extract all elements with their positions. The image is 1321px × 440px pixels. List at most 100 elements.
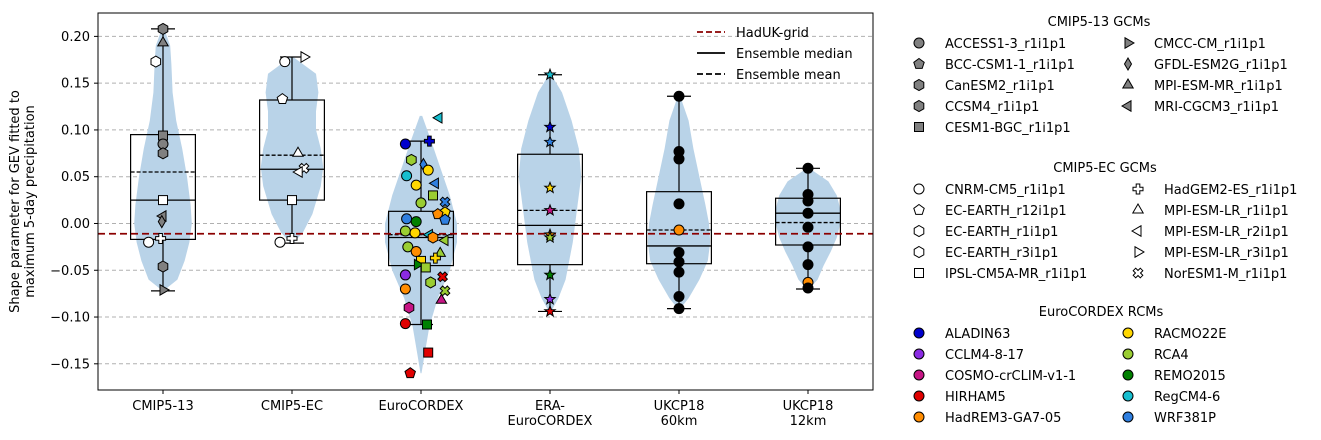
data-point [802, 282, 814, 294]
legend-item-label: ALADIN63 [945, 327, 1010, 342]
data-point [403, 301, 415, 314]
data-point [802, 221, 814, 233]
violin-era-eurocordex [518, 74, 582, 312]
violins [134, 28, 841, 374]
y-tick-label: 0.00 [61, 217, 90, 232]
legend-item-label: MPI-ESM-LR_r3i1p1 [1164, 246, 1289, 261]
data-point [399, 318, 411, 330]
legend-group-title: EuroCORDEX RCMs [1039, 305, 1164, 320]
legend-marker [913, 390, 925, 402]
data-point [410, 246, 422, 258]
legend-item-label: RCA4 [1154, 348, 1189, 363]
legend-item-label: EC-EARTH_r1i1p1 [945, 225, 1058, 240]
data-point [292, 165, 303, 179]
plot-frame [97, 12, 874, 391]
data-point [287, 195, 297, 206]
x-tick-label: UKCP18 [783, 399, 834, 414]
data-point [543, 67, 557, 81]
data-point [428, 190, 438, 201]
data-point [435, 293, 448, 304]
legend-marker [914, 122, 924, 132]
legend-marker [913, 37, 925, 49]
data-point [543, 203, 557, 216]
data-point [425, 276, 436, 289]
legend-marker [913, 348, 925, 360]
legend-item-label: ACCESS1-3_r1i1p1 [945, 37, 1066, 52]
legend-item-label: CMCC-CM_r1i1p1 [1154, 37, 1266, 52]
x-tick-label: EuroCORDEX [379, 399, 464, 414]
legend-marker [1134, 245, 1145, 259]
legend-marker [913, 78, 925, 92]
legend-line-label: HadUK-grid [736, 26, 809, 41]
y-tick-label: 0.15 [61, 77, 90, 92]
data-point [300, 50, 311, 64]
data-point [543, 120, 557, 133]
data-point [673, 90, 685, 102]
data-point [673, 303, 685, 315]
data-point [438, 234, 449, 247]
data-point [401, 213, 413, 225]
legend-group-title: CMIP5-13 GCMs [1048, 15, 1151, 30]
violin-cmip5-13 [134, 28, 192, 291]
data-point [413, 258, 425, 271]
data-point [427, 231, 439, 244]
legend-marker [1123, 57, 1133, 71]
legend-marker [1122, 327, 1134, 339]
data-point [276, 92, 289, 104]
legend-item-label: REMO2015 [1154, 369, 1226, 384]
data-point [543, 304, 557, 318]
data-point [429, 252, 441, 264]
data-point [423, 347, 434, 358]
legend-marker [1121, 99, 1132, 113]
legend-item-label: WRF381P [1154, 411, 1216, 426]
x-tick-label: ERA- [535, 399, 565, 414]
legend-marker [1122, 369, 1134, 381]
data-point [543, 180, 557, 194]
legend-item-label: MRI-CGCM3_r1i1p1 [1154, 100, 1279, 115]
data-point [274, 236, 286, 248]
data-point [802, 259, 814, 271]
legend-marker [1124, 36, 1135, 50]
data-point [432, 207, 444, 220]
data-point [291, 146, 305, 157]
legend-line-label: Ensemble median [736, 47, 853, 62]
data-point [399, 138, 411, 150]
data-point [673, 224, 685, 236]
data-point [159, 283, 170, 296]
legend-item-label: HadGEM2-ES_r1i1p1 [1164, 183, 1297, 198]
y-tick-label: −0.05 [50, 264, 90, 279]
data-point [155, 232, 167, 244]
data-point [439, 213, 451, 225]
x-tick-label: CMIP5-EC [261, 399, 323, 414]
legend-group-title: CMIP5-EC GCMs [1053, 161, 1157, 176]
legend-item-label: GFDL-ESM2G_r1i1p1 [1154, 58, 1288, 73]
legend-marker [1122, 390, 1134, 402]
data-point [410, 216, 422, 228]
data-point [673, 290, 685, 302]
data-point [543, 267, 557, 281]
data-point [286, 232, 298, 244]
legend-marker [913, 411, 925, 423]
data-point [415, 197, 427, 209]
legend-marker [1121, 78, 1135, 89]
box-iqr [516, 153, 583, 266]
data-point [802, 162, 814, 174]
legend-marker [913, 369, 925, 381]
legend-item-label: COSMO-crCLIM-v1-1 [945, 369, 1076, 384]
legend-item-label: IPSL-CM5A-MR_r1i1p1 [945, 267, 1087, 282]
data-point [157, 22, 169, 35]
legend-item-label: MPI-ESM-LR_r1i1p1 [1164, 204, 1289, 219]
legend-item-label: EC-EARTH_r12i1p1 [945, 204, 1067, 219]
legend-item-label: CESM1-BGC_r1i1p1 [945, 121, 1071, 136]
data-point [143, 236, 155, 248]
y-tick-label: 0.05 [61, 170, 90, 185]
data-point [399, 283, 411, 295]
data-point [543, 135, 557, 148]
data-point [157, 260, 169, 273]
data-point [673, 246, 685, 258]
data-point [543, 230, 557, 244]
y-tick-label: 0.20 [61, 30, 90, 45]
legend-item-label: BCC-CSM1-1_r1i1p1 [945, 58, 1075, 73]
legend-marker [913, 327, 925, 339]
legend-marker [913, 203, 925, 215]
